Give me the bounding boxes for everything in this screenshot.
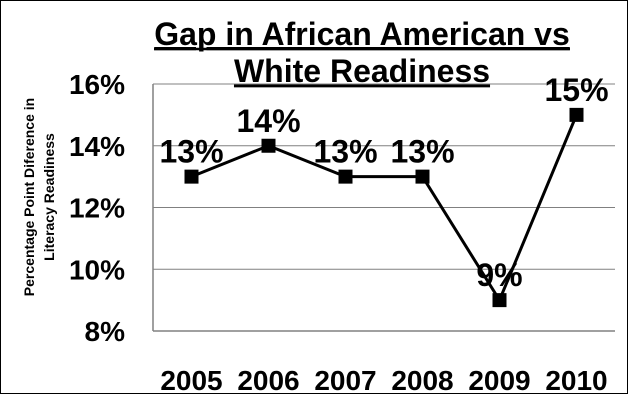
data-label: 13% (313, 134, 377, 170)
y-tick-label: 16% (69, 69, 125, 100)
x-tick-labels: 2005 2006 2007 2008 2009 2010 (160, 365, 607, 396)
data-label: 13% (390, 134, 454, 170)
data-label: 14% (236, 103, 300, 139)
y-axis-label-line2: Literacy Readiness (41, 133, 57, 261)
data-labels: 13% 14% 13% 13% 9% 15% (159, 72, 608, 293)
chart-title-line1: Gap in African American vs (154, 16, 570, 52)
series-line-path (190, 114, 578, 304)
data-label: 13% (159, 134, 223, 170)
data-point-marker (184, 169, 199, 184)
x-tick-label: 2005 (160, 365, 222, 393)
data-point-marker (261, 138, 276, 153)
data-point-marker (338, 169, 353, 184)
x-tick-label: 2007 (314, 365, 376, 393)
x-tick-label: 2010 (545, 365, 607, 393)
x-tick-label: 2006 (237, 365, 299, 393)
y-tick-label: 14% (69, 131, 125, 162)
x-tick-label: 2008 (391, 365, 453, 393)
data-label: 15% (544, 72, 608, 108)
data-point-marker (492, 293, 507, 308)
y-tick-label: 12% (69, 193, 125, 224)
y-tick-label: 8% (85, 316, 126, 347)
x-tick-label: 2009 (468, 365, 530, 393)
data-point-marker (415, 169, 430, 184)
series-markers (184, 107, 584, 308)
gridlines (152, 83, 615, 332)
series-line (190, 114, 578, 304)
y-tick-label: 10% (69, 254, 125, 285)
data-label: 9% (476, 257, 522, 293)
data-point-marker (569, 107, 584, 122)
chart-title-line2: White Readiness (234, 53, 490, 89)
y-tick-labels: 8% 10% 12% 14% 16% (69, 69, 125, 347)
y-axis-label-line1: Percentage Point Diference in (21, 98, 37, 296)
